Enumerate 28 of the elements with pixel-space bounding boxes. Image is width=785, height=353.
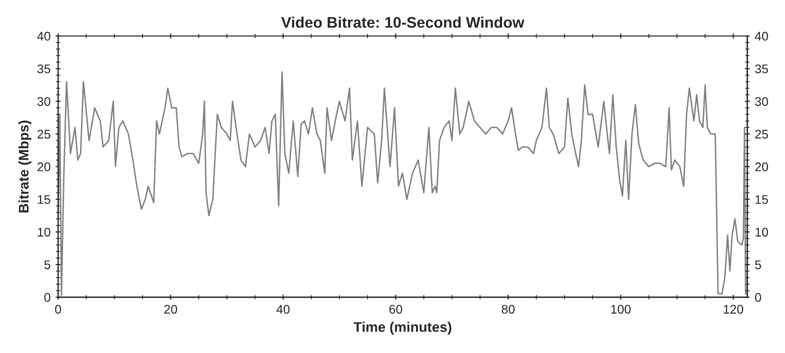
- y2-tick-label: 20: [755, 162, 768, 172]
- y-tick-label: 15: [38, 195, 50, 204]
- x-tick-label: 0: [55, 304, 62, 314]
- y2-tick-label: 25: [755, 130, 768, 139]
- y-tick-label: 40: [37, 32, 50, 41]
- y2-tick-label: 40: [754, 32, 768, 41]
- y-tick-label: 0: [44, 293, 50, 302]
- y-tick-label: 5: [44, 260, 50, 270]
- y2-tick-label: 5: [755, 260, 762, 270]
- x-axis-title: Time (minutes): [354, 322, 452, 335]
- y-tick-label: 20: [38, 162, 50, 172]
- y-tick-label: 10: [38, 228, 50, 237]
- x-tick-label: 60: [389, 304, 402, 314]
- x-tick-label: 80: [502, 304, 515, 314]
- x-tick-label: 40: [276, 304, 290, 314]
- y-tick-label: 35: [37, 64, 50, 74]
- y-tick-label: 30: [37, 97, 50, 106]
- y2-tick-label: 15: [756, 195, 768, 204]
- y2-tick-label: 35: [755, 64, 768, 74]
- y2-tick-label: 30: [755, 97, 768, 106]
- y-axis-title: Bitrate (Mbps): [18, 120, 32, 212]
- chart-title: Video Bitrate: 10-Second Window: [281, 16, 524, 28]
- y2-tick-label: 0: [755, 293, 762, 302]
- x-tick-label: 100: [611, 304, 631, 314]
- y2-tick-label: 10: [756, 228, 768, 237]
- x-tick-label: 120: [724, 304, 744, 314]
- y-tick-label: 25: [38, 130, 50, 139]
- x-tick-label: 20: [164, 304, 178, 314]
